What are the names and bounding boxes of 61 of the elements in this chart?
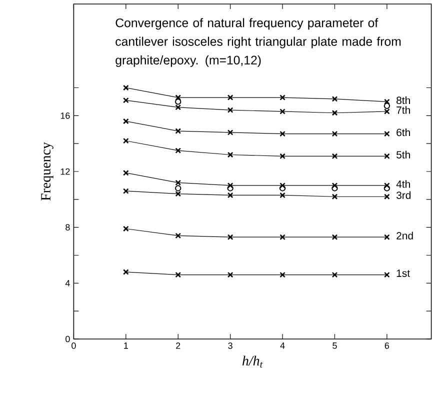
point bbox=[280, 94, 286, 100]
point bbox=[227, 185, 234, 192]
point bbox=[280, 182, 286, 188]
point bbox=[227, 130, 234, 136]
y-tick-label: 8 bbox=[66, 224, 70, 231]
y-axis-title: Frequency bbox=[41, 142, 54, 201]
series-label: 8th bbox=[396, 96, 410, 104]
point bbox=[227, 234, 234, 240]
point bbox=[332, 182, 338, 188]
point bbox=[175, 272, 182, 278]
point bbox=[332, 96, 338, 102]
point bbox=[280, 153, 286, 160]
series-label: 4th bbox=[396, 180, 410, 188]
x-tick-label: 4 bbox=[280, 342, 285, 349]
point bbox=[332, 130, 338, 137]
series-label: 5th bbox=[396, 150, 410, 158]
point bbox=[332, 110, 338, 116]
series-label: 6th bbox=[396, 128, 410, 136]
point bbox=[332, 234, 338, 240]
point bbox=[280, 272, 286, 278]
point bbox=[227, 272, 234, 278]
point bbox=[175, 180, 182, 186]
x-tick-label: 0 bbox=[72, 342, 76, 349]
x-tick-label: 1 bbox=[124, 342, 128, 349]
point bbox=[280, 108, 286, 114]
x-tick-label: 6 bbox=[384, 342, 390, 349]
point bbox=[175, 128, 182, 134]
point bbox=[227, 152, 234, 158]
point bbox=[227, 182, 234, 188]
point bbox=[332, 153, 338, 160]
point bbox=[280, 192, 286, 198]
point bbox=[175, 148, 182, 154]
point bbox=[384, 102, 390, 109]
x-tick-label: 2 bbox=[176, 342, 180, 349]
text: Convergence of natural frequency parameter of cantilever isosceles right triangular plate made from graphite/epoxy. (m=10,12) bbox=[116, 18, 401, 67]
point bbox=[280, 234, 286, 240]
x-axis-title: h/h$_{t}$ bbox=[242, 356, 263, 368]
legend-label: 3rd bbox=[396, 191, 411, 199]
y-tick-label: 16 bbox=[60, 112, 70, 119]
y-tick-label: 4 bbox=[65, 280, 70, 286]
point bbox=[227, 107, 234, 113]
point bbox=[175, 104, 182, 110]
point bbox=[279, 185, 286, 192]
series-label: 1st bbox=[396, 270, 410, 277]
point bbox=[332, 272, 338, 278]
point bbox=[175, 98, 182, 105]
legend-label: 7th bbox=[396, 106, 410, 114]
y-tick-label: 0 bbox=[66, 336, 70, 342]
point bbox=[332, 194, 338, 200]
series-label: 2nd bbox=[396, 232, 413, 240]
x-tick-label: 5 bbox=[332, 342, 337, 349]
point bbox=[280, 130, 286, 137]
point bbox=[332, 185, 338, 192]
y-tick-label: 12 bbox=[60, 168, 70, 175]
point bbox=[175, 185, 182, 192]
point bbox=[175, 232, 182, 239]
point bbox=[227, 94, 234, 100]
point bbox=[384, 185, 390, 192]
point bbox=[227, 192, 234, 198]
x-tick-label: 3 bbox=[228, 342, 232, 349]
point bbox=[175, 190, 182, 197]
